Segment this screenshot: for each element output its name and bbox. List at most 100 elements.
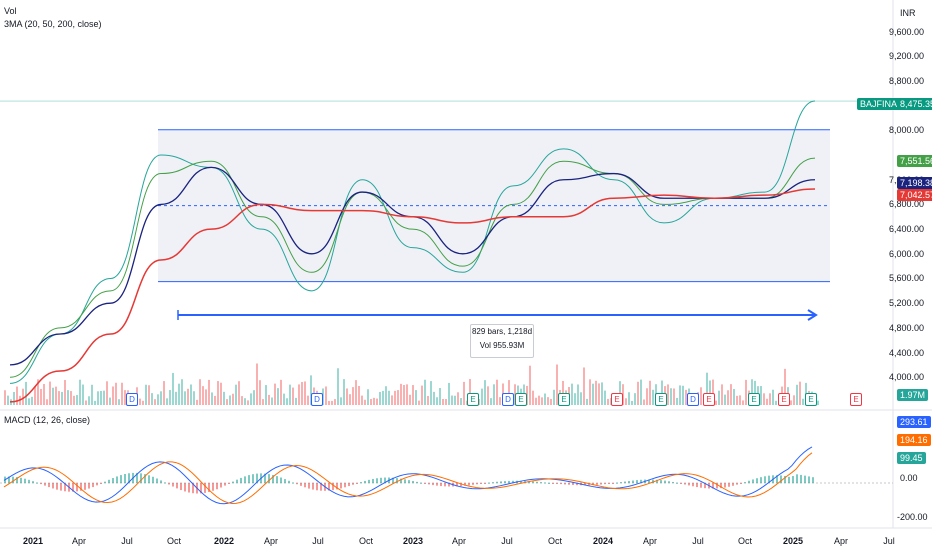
earnings-marker[interactable]: E — [850, 393, 862, 406]
volume-bar — [769, 393, 771, 405]
macd-hist-bar — [620, 482, 622, 484]
volume-bar — [553, 389, 555, 405]
volume-bar — [106, 381, 108, 405]
price-tick: 6,400.00 — [888, 224, 924, 235]
volume-bar — [307, 395, 309, 405]
volume-bar — [670, 388, 672, 405]
earnings-marker[interactable]: E — [611, 393, 623, 406]
macd-hist-bar — [108, 479, 110, 484]
volume-bar — [247, 400, 249, 405]
time-tick: 2022 — [213, 536, 235, 546]
dividend-marker[interactable]: D — [311, 393, 323, 406]
volume-bar — [289, 384, 291, 405]
macd-hist-bar — [652, 479, 654, 484]
macd-hist-bar — [788, 476, 790, 484]
volume-bar — [31, 396, 33, 405]
ma50-tag: 7,198.38 — [897, 177, 932, 189]
volume-bar — [631, 400, 633, 405]
macd-hist-bar — [64, 483, 66, 492]
price-tick: 5,600.00 — [888, 273, 924, 284]
macd-hist-bar — [376, 478, 378, 484]
earnings-marker[interactable]: E — [515, 393, 527, 406]
volume-bar — [205, 389, 207, 405]
volume-bar — [217, 381, 219, 405]
macd-hist-bar — [204, 483, 206, 493]
volume-bar — [34, 386, 36, 405]
volume-bar — [802, 398, 804, 405]
macd-hist-bar — [164, 482, 166, 484]
volume-bar — [508, 380, 510, 405]
volume-bar — [730, 384, 732, 405]
macd-hist-bar — [520, 480, 522, 484]
macd-hist-bar — [544, 482, 546, 484]
macd-hist-bar — [656, 479, 658, 484]
volume-bar — [55, 386, 57, 405]
earnings-marker[interactable]: E — [778, 393, 790, 406]
volume-bar — [541, 397, 543, 405]
volume-bar — [709, 380, 711, 405]
volume-bar — [421, 385, 423, 405]
macd-hist-bar — [96, 483, 98, 486]
dividend-marker[interactable]: D — [502, 393, 514, 406]
volume-bar — [484, 380, 486, 405]
volume-bar — [25, 381, 27, 405]
macd-hist-bar — [252, 474, 254, 484]
macd-hist-bar — [104, 481, 106, 484]
macd-hist-bar — [416, 481, 418, 484]
macd-hist-bar — [760, 477, 762, 484]
earnings-marker[interactable]: E — [467, 393, 479, 406]
time-tick: Oct — [166, 536, 182, 546]
volume-bar — [37, 379, 39, 405]
earnings-marker[interactable]: E — [558, 393, 570, 406]
macd-hist-bar — [756, 478, 758, 484]
volume-bar — [544, 393, 546, 405]
dividend-marker[interactable]: D — [687, 393, 699, 406]
macd-hist-bar — [392, 477, 394, 484]
ma-label: 3MA (20, 50, 200, close) — [4, 19, 102, 29]
volume-bar — [493, 384, 495, 405]
earnings-marker[interactable]: E — [655, 393, 667, 406]
earnings-marker[interactable]: E — [703, 393, 715, 406]
volume-bar — [403, 384, 405, 405]
volume-bar — [250, 393, 252, 405]
volume-bar — [634, 393, 636, 405]
macd-hist-bar — [440, 483, 442, 487]
macd-hist-bar — [272, 474, 274, 484]
volume-bar — [61, 391, 63, 405]
volume-bar — [349, 394, 351, 405]
macd-hist-bar — [536, 481, 538, 484]
macd-hist-bar — [604, 483, 606, 485]
earnings-marker[interactable]: E — [805, 393, 817, 406]
macd-hist-bar — [348, 483, 350, 487]
volume-bar — [292, 387, 294, 405]
time-tick: Oct — [358, 536, 374, 546]
earnings-marker[interactable]: E — [748, 393, 760, 406]
macd-hist-bar — [716, 483, 718, 489]
macd-hist-bar — [480, 483, 482, 485]
volume-bar — [796, 384, 798, 405]
macd-hist-bar — [400, 478, 402, 484]
macd-tag: 293.61 — [897, 416, 931, 428]
macd-hist-bar — [76, 483, 78, 492]
volume-bar — [592, 383, 594, 405]
macd-hist-bar — [560, 483, 562, 485]
volume-bar — [73, 395, 75, 405]
volume-bar — [295, 397, 297, 405]
dividend-marker[interactable]: D — [126, 393, 138, 406]
volume-bar — [394, 390, 396, 405]
volume-bar — [433, 391, 435, 405]
volume-tag: 1.97M — [897, 389, 929, 401]
volume-bar — [376, 398, 378, 405]
time-tick: 2025 — [782, 536, 804, 546]
macd-hist-bar — [748, 480, 750, 484]
volume-bar — [676, 397, 678, 405]
ma20-tag: 7,551.56 — [897, 155, 932, 167]
macd-hist-bar — [776, 475, 778, 484]
macd-hist-bar — [248, 475, 250, 484]
volume-bar — [103, 390, 105, 405]
volume-bar — [589, 379, 591, 405]
price-tick: 5,200.00 — [888, 298, 924, 309]
vol-label: Vol — [4, 6, 17, 16]
ma200-line — [9, 188, 816, 403]
